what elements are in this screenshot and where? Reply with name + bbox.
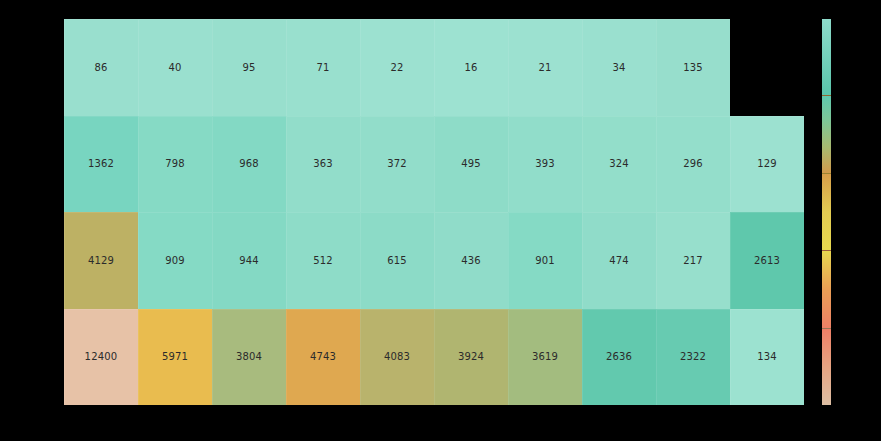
- heatmap-cell[interactable]: 798: [138, 116, 212, 213]
- heatmap-cell[interactable]: 909: [138, 212, 212, 309]
- heatmap-cell[interactable]: 393: [508, 116, 582, 213]
- heatmap-cell[interactable]: 217: [656, 212, 730, 309]
- heatmap-cell[interactable]: 474: [582, 212, 656, 309]
- cell-value: 86: [94, 62, 107, 73]
- heatmap-cell[interactable]: 2322: [656, 309, 730, 406]
- heatmap-cell[interactable]: 4083: [360, 309, 434, 406]
- cell-value: 134: [757, 351, 777, 362]
- heatmap-cell[interactable]: 4743: [286, 309, 360, 406]
- heatmap-cell[interactable]: 95: [212, 19, 286, 116]
- heatmap-cell[interactable]: 134: [730, 309, 804, 406]
- cell-value: 4129: [88, 255, 114, 266]
- heatmap-cell[interactable]: 296: [656, 116, 730, 213]
- heatmap-cell[interactable]: 4129: [64, 212, 138, 309]
- cell-value: 34: [612, 62, 625, 73]
- heatmap-cell[interactable]: 363: [286, 116, 360, 213]
- heatmap-cell[interactable]: 2613: [730, 212, 804, 309]
- cell-value: 3619: [532, 351, 558, 362]
- cell-value: 2636: [606, 351, 632, 362]
- cell-value: 40: [168, 62, 181, 73]
- cell-value: 615: [387, 255, 407, 266]
- heatmap-cell[interactable]: 21: [508, 19, 582, 116]
- cell-value: 71: [316, 62, 329, 73]
- colorbar-segment: [822, 173, 831, 250]
- heatmap-cell[interactable]: 372: [360, 116, 434, 213]
- heatmap[interactable]: 86 40 95 71 22 16 21 34 135 1362 798 968 363 372 495 39…: [64, 19, 804, 405]
- cell-value: 129: [757, 158, 777, 169]
- heatmap-cell[interactable]: 129: [730, 116, 804, 213]
- cell-value: 909: [165, 255, 185, 266]
- heatmap-cell[interactable]: 944: [212, 212, 286, 309]
- colorbar-segment: [822, 19, 831, 95]
- heatmap-cell[interactable]: 615: [360, 212, 434, 309]
- cell-value: 495: [461, 158, 481, 169]
- cell-value: 363: [313, 158, 333, 169]
- heatmap-cell[interactable]: 71: [286, 19, 360, 116]
- cell-value: 798: [165, 158, 185, 169]
- cell-value: 22: [390, 62, 403, 73]
- cell-value: 372: [387, 158, 407, 169]
- colorbar-segment: [822, 250, 831, 327]
- cell-value: 3804: [236, 351, 262, 362]
- cell-value: 393: [535, 158, 555, 169]
- heatmap-cell[interactable]: 3924: [434, 309, 508, 406]
- heatmap-cell[interactable]: 1362: [64, 116, 138, 213]
- heatmap-cell[interactable]: 495: [434, 116, 508, 213]
- colorbar-segment: [822, 328, 831, 405]
- heatmap-cell[interactable]: 901: [508, 212, 582, 309]
- cell-value: 12400: [85, 351, 118, 362]
- heatmap-cell[interactable]: 3619: [508, 309, 582, 406]
- heatmap-cell[interactable]: 16: [434, 19, 508, 116]
- colorbar-segment: [822, 95, 831, 172]
- heatmap-cell[interactable]: 34: [582, 19, 656, 116]
- heatmap-cell[interactable]: 135: [656, 19, 730, 116]
- heatmap-cell[interactable]: 968: [212, 116, 286, 213]
- cell-value: 4743: [310, 351, 336, 362]
- heatmap-cell[interactable]: 3804: [212, 309, 286, 406]
- heatmap-cell[interactable]: 324: [582, 116, 656, 213]
- cell-value: 4083: [384, 351, 410, 362]
- cell-value: 135: [683, 62, 703, 73]
- heatmap-cell[interactable]: 22: [360, 19, 434, 116]
- chart-canvas: 86 40 95 71 22 16 21 34 135 1362 798 968 363 372 495 39…: [0, 0, 881, 441]
- cell-value: 95: [242, 62, 255, 73]
- cell-value: 474: [609, 255, 629, 266]
- heatmap-cell[interactable]: 40: [138, 19, 212, 116]
- cell-value: 2613: [754, 255, 780, 266]
- heatmap-cell[interactable]: 436: [434, 212, 508, 309]
- heatmap-cell[interactable]: 5971: [138, 309, 212, 406]
- heatmap-cell: [730, 19, 804, 116]
- cell-value: 512: [313, 255, 333, 266]
- cell-value: 5971: [162, 351, 188, 362]
- cell-value: 2322: [680, 351, 706, 362]
- cell-value: 324: [609, 158, 629, 169]
- cell-value: 968: [239, 158, 259, 169]
- cell-value: 217: [683, 255, 703, 266]
- cell-value: 901: [535, 255, 555, 266]
- heatmap-cell[interactable]: 512: [286, 212, 360, 309]
- cell-value: 1362: [88, 158, 114, 169]
- cell-value: 944: [239, 255, 259, 266]
- heatmap-cell[interactable]: 12400: [64, 309, 138, 406]
- cell-value: 3924: [458, 351, 484, 362]
- cell-value: 21: [538, 62, 551, 73]
- heatmap-cell[interactable]: 2636: [582, 309, 656, 406]
- heatmap-cell[interactable]: 86: [64, 19, 138, 116]
- cell-value: 16: [464, 62, 477, 73]
- cell-value: 436: [461, 255, 481, 266]
- cell-value: 296: [683, 158, 703, 169]
- colorbar: [822, 19, 831, 405]
